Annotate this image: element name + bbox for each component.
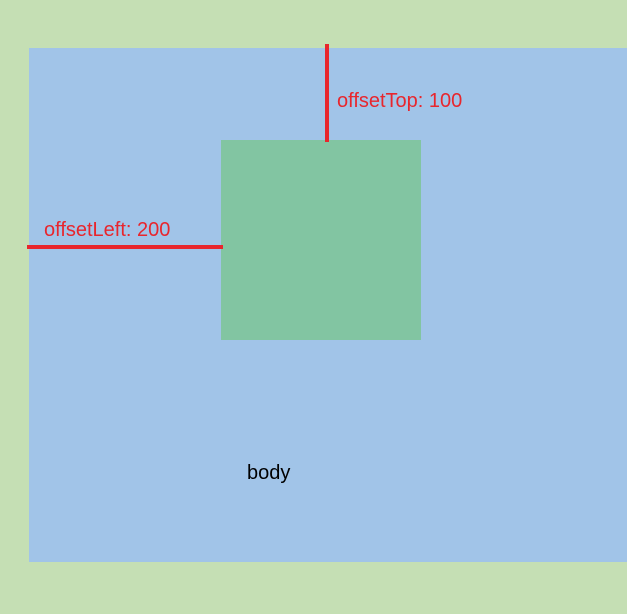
positioned-child-element [221, 140, 421, 340]
offset-left-label: offsetLeft: 200 [44, 220, 170, 240]
offset-top-indicator-line [325, 44, 329, 142]
offset-left-indicator-line [27, 245, 223, 249]
body-label: body [247, 463, 290, 483]
offset-top-label: offsetTop: 100 [337, 91, 462, 111]
